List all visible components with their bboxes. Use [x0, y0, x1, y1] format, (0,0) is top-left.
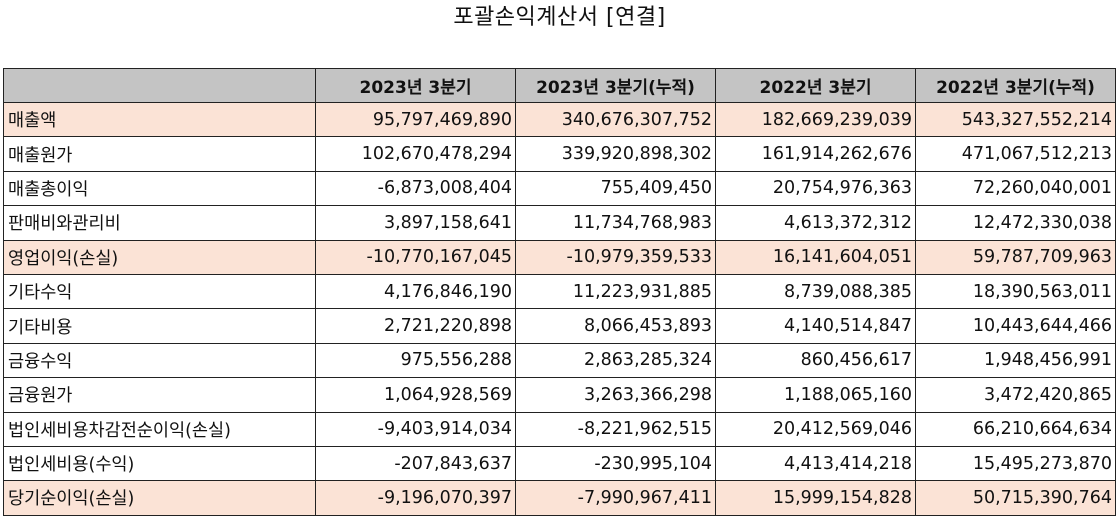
table-cell: 2,721,220,898 — [315, 308, 516, 344]
table-row: 금융수익 975,556,288 2,863,285,324 860,456,617 1… — [3, 342, 1116, 379]
row-label: 법인세비용차감전순이익(손실) — [3, 411, 316, 447]
table-cell: -207,843,637 — [315, 445, 516, 482]
row-label: 기타비용 — [3, 308, 316, 344]
table-cell: 72,260,040,001 — [915, 170, 1116, 207]
table-cell: 1,188,065,160 — [715, 377, 916, 413]
table-cell: 1,064,928,569 — [315, 377, 516, 413]
table-header-row: 2023년 3분기 2023년 3분기(누적) 2022년 3분기 2022년 … — [3, 68, 1116, 103]
table-cell: 20,412,569,046 — [715, 411, 916, 447]
table-cell: 3,472,420,865 — [915, 377, 1116, 413]
table-cell: 20,754,976,363 — [715, 170, 916, 207]
table-row: 영업이익(손실) -10,770,167,045 -10,979,359,533 16… — [3, 239, 1116, 275]
table-cell: 4,613,372,312 — [715, 205, 916, 241]
page-title: 포괄손익계산서 [연결] — [453, 5, 666, 30]
row-label: 판매비와관리비 — [3, 205, 316, 241]
table-cell: 18,390,563,011 — [915, 273, 1116, 310]
table-cell: 15,999,154,828 — [715, 480, 916, 516]
table-cell: -7,990,967,411 — [515, 480, 716, 516]
table-row: 매출액 95,797,469,890 340,676,307,752 182,669,… — [3, 101, 1116, 138]
table-row: 기타수익 4,176,846,190 11,223,931,885 8,739,088… — [3, 273, 1116, 310]
row-label: 매출원가 — [3, 136, 316, 172]
table-cell: 4,413,414,218 — [715, 445, 916, 482]
table-cell: 860,456,617 — [715, 342, 916, 379]
column-header-2022-q3-cumulative: 2022년 3분기(누적) — [915, 68, 1116, 103]
row-label: 영업이익(손실) — [3, 239, 316, 275]
table-cell: 8,739,088,385 — [715, 273, 916, 310]
row-label: 금융원가 — [3, 377, 316, 413]
table-cell: 102,670,478,294 — [315, 136, 516, 172]
table-row: 당기순이익(손실) -9,196,070,397 -7,990,967,411 15,… — [3, 480, 1116, 516]
table-cell: -230,995,104 — [515, 445, 716, 482]
table-cell: 3,263,366,298 — [515, 377, 716, 413]
table-cell: 182,669,239,039 — [715, 101, 916, 138]
table-row: 판매비와관리비 3,897,158,641 11,734,768,983 4,613,… — [3, 205, 1116, 241]
table-row: 법인세비용차감전순이익(손실) -9,403,914,034 -8,221,962,… — [3, 411, 1116, 447]
table-cell: 4,176,846,190 — [315, 273, 516, 310]
table-cell: 50,715,390,764 — [915, 480, 1116, 516]
table-cell: 66,210,664,634 — [915, 411, 1116, 447]
table-cell: 4,140,514,847 — [715, 308, 916, 344]
table-row: 법인세비용(수익) -207,843,637 -230,995,104 4,413,4… — [3, 445, 1116, 482]
row-label: 당기순이익(손실) — [3, 480, 316, 516]
table-cell: -10,979,359,533 — [515, 239, 716, 275]
column-header-2022-q3: 2022년 3분기 — [715, 68, 916, 103]
table-row: 금융원가 1,064,928,569 3,263,366,298 1,188,065,… — [3, 377, 1116, 413]
table-row: 매출원가 102,670,478,294 339,920,898,302 161,91… — [3, 136, 1116, 172]
table-cell: 543,327,552,214 — [915, 101, 1116, 138]
table-cell: 975,556,288 — [315, 342, 516, 379]
table-cell: 12,472,330,038 — [915, 205, 1116, 241]
table-cell: 59,787,709,963 — [915, 239, 1116, 275]
table-cell: -9,196,070,397 — [315, 480, 516, 516]
table-cell: 8,066,453,893 — [515, 308, 716, 344]
row-label: 기타수익 — [3, 273, 316, 310]
row-label: 법인세비용(수익) — [3, 445, 316, 482]
table-cell: -9,403,914,034 — [315, 411, 516, 447]
table-cell: 11,734,768,983 — [515, 205, 716, 241]
table-cell: 161,914,262,676 — [715, 136, 916, 172]
table-cell: -6,873,008,404 — [315, 170, 516, 207]
column-header-label — [3, 68, 316, 103]
row-label: 금융수익 — [3, 342, 316, 379]
table-cell: 1,948,456,991 — [915, 342, 1116, 379]
table-cell: -8,221,962,515 — [515, 411, 716, 447]
table-cell: 2,863,285,324 — [515, 342, 716, 379]
table-cell: 3,897,158,641 — [315, 205, 516, 241]
column-header-2023-q3: 2023년 3분기 — [315, 68, 516, 103]
row-label: 매출총이익 — [3, 170, 316, 207]
table-cell: 339,920,898,302 — [515, 136, 716, 172]
table-cell: -10,770,167,045 — [315, 239, 516, 275]
table-cell: 471,067,512,213 — [915, 136, 1116, 172]
table-cell: 340,676,307,752 — [515, 101, 716, 138]
table-cell: 16,141,604,051 — [715, 239, 916, 275]
table-row: 기타비용 2,721,220,898 8,066,453,893 4,140,514,… — [3, 308, 1116, 344]
table-cell: 11,223,931,885 — [515, 273, 716, 310]
column-header-2023-q3-cumulative: 2023년 3분기(누적) — [515, 68, 716, 103]
table-row: 매출총이익 -6,873,008,404 755,409,450 20,754,976… — [3, 170, 1116, 207]
table-cell: 10,443,644,466 — [915, 308, 1116, 344]
income-statement-table: 2023년 3분기 2023년 3분기(누적) 2022년 3분기 2022년 … — [3, 68, 1116, 516]
table-cell: 15,495,273,870 — [915, 445, 1116, 482]
table-cell: 755,409,450 — [515, 170, 716, 207]
table-cell: 95,797,469,890 — [315, 101, 516, 138]
row-label: 매출액 — [3, 101, 316, 138]
